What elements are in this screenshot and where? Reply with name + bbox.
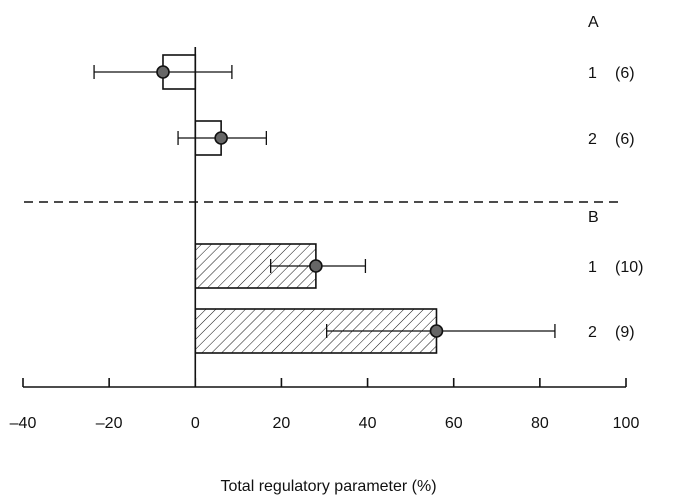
- x-tick-label: 100: [613, 415, 640, 432]
- x-tick-label: 20: [273, 415, 291, 432]
- x-tick-label: 80: [531, 415, 549, 432]
- x-tick-label: 60: [445, 415, 463, 432]
- bars: [93, 54, 556, 354]
- x-tick-label: 0: [191, 415, 200, 432]
- mean-point: [156, 65, 170, 79]
- row-label: 2: [588, 131, 597, 148]
- x-axis-title: Total regulatory parameter (%): [220, 478, 436, 495]
- row-labels: A 1 (6) 2 (6) B 1 (10) 2 (9): [588, 14, 643, 341]
- sample-size-label: (6): [615, 65, 635, 82]
- row-label: 1: [588, 65, 597, 82]
- sample-size-label: (10): [615, 259, 643, 276]
- x-tick-label: –20: [96, 415, 123, 432]
- mean-point: [214, 131, 228, 145]
- mean-point: [429, 324, 444, 338]
- x-tick-label: 40: [359, 415, 377, 432]
- row-label: 1: [588, 259, 597, 276]
- group-label: A: [588, 14, 599, 31]
- mean-point: [309, 259, 323, 273]
- x-axis: –40 –20 0 20 40 60 80 100: [10, 47, 640, 432]
- x-tick-label: –40: [10, 415, 37, 432]
- row-label: 2: [588, 324, 597, 341]
- sample-size-label: (9): [615, 324, 635, 341]
- group-label: B: [588, 209, 599, 226]
- sample-size-label: (6): [615, 131, 635, 148]
